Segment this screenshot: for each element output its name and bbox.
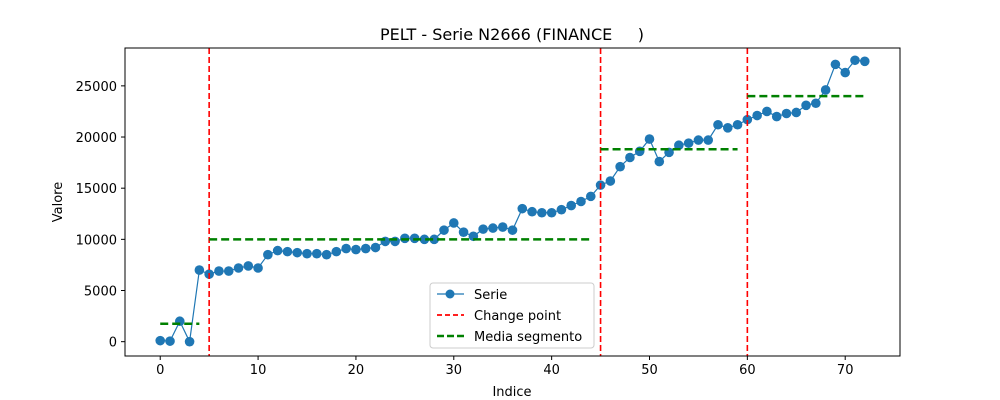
legend-change-point-label: Change point — [474, 309, 561, 324]
data-point — [214, 266, 224, 276]
legend-serie-label: Serie — [474, 288, 507, 303]
data-point — [752, 110, 762, 121]
data-point — [439, 225, 449, 235]
data-point — [703, 135, 714, 145]
x-tick-label: 70 — [837, 363, 854, 378]
y-axis-ticks: 0 5000 10000 15000 20000 25000 — [76, 80, 125, 351]
data-point — [801, 100, 811, 111]
data-point — [517, 203, 528, 214]
data-point — [762, 106, 772, 117]
axes-frame — [124, 47, 901, 357]
data-point — [184, 336, 195, 347]
y-tick-label: 0 — [109, 336, 117, 351]
data-point — [292, 247, 303, 258]
data-point — [243, 261, 254, 271]
data-point — [566, 200, 577, 211]
data-point — [556, 204, 567, 215]
x-tick-label: 0 — [156, 363, 164, 378]
data-point — [370, 242, 381, 253]
data-point — [644, 134, 655, 144]
data-point — [722, 123, 733, 133]
y-tick-label: 10000 — [76, 233, 117, 248]
data-point — [282, 246, 293, 257]
data-point — [830, 59, 841, 70]
data-point — [458, 227, 469, 237]
data-point — [713, 119, 723, 130]
data-point — [419, 234, 430, 245]
data-point — [615, 161, 625, 172]
x-tick-label: 30 — [446, 363, 463, 378]
x-tick-label: 60 — [739, 363, 756, 378]
data-point — [488, 223, 498, 233]
data-point — [272, 245, 283, 256]
data-point — [429, 234, 440, 245]
legend: Serie Change point Media segmento — [429, 282, 595, 349]
data-point — [507, 225, 518, 235]
x-tick-label: 20 — [348, 363, 365, 378]
data-point — [360, 243, 371, 254]
data-point — [351, 244, 361, 255]
data-point — [253, 263, 263, 273]
data-point — [674, 140, 684, 151]
data-point — [625, 152, 635, 163]
legend-box — [429, 282, 595, 349]
data-point — [263, 249, 273, 260]
data-point — [859, 56, 870, 67]
data-point — [497, 222, 508, 232]
data-point — [331, 246, 342, 257]
data-point — [605, 176, 616, 186]
data-point — [850, 55, 860, 66]
data-point — [537, 207, 547, 218]
data-point — [840, 67, 851, 78]
data-point — [820, 85, 831, 95]
x-axis-ticks: 0 10 20 30 40 50 60 70 — [156, 356, 853, 378]
data-point — [771, 111, 782, 122]
y-tick-label: 25000 — [76, 80, 117, 95]
data-point — [478, 224, 488, 234]
data-point — [683, 138, 694, 148]
data-point — [527, 206, 537, 217]
data-point — [311, 248, 322, 259]
data-point — [693, 135, 704, 145]
data-point — [732, 119, 743, 130]
data-point — [634, 146, 645, 157]
data-point — [448, 218, 459, 228]
data-point — [811, 98, 821, 109]
data-point — [194, 265, 205, 275]
data-point — [576, 196, 586, 207]
x-axis-label: Indice — [492, 385, 531, 400]
data-point — [546, 207, 557, 218]
x-tick-label: 10 — [250, 363, 267, 378]
data-point — [223, 266, 234, 276]
data-point — [390, 236, 400, 247]
y-tick-label: 20000 — [76, 131, 117, 146]
data-point — [791, 107, 802, 118]
data-point — [341, 243, 351, 254]
data-point — [380, 236, 391, 247]
data-point — [165, 336, 175, 346]
chart-title: PELT - Serie N2666 (FINANCE ) — [380, 25, 644, 44]
x-tick-label: 50 — [641, 363, 658, 378]
data-point — [321, 249, 332, 260]
data-point — [302, 248, 312, 259]
data-point — [155, 335, 166, 346]
data-point — [742, 114, 753, 125]
data-point — [781, 108, 792, 119]
y-axis-label: Valore — [51, 182, 66, 222]
plot-area — [155, 48, 870, 356]
data-point — [233, 263, 244, 273]
data-point — [654, 156, 665, 167]
y-tick-label: 15000 — [76, 182, 117, 197]
data-point — [585, 191, 596, 202]
legend-serie-marker — [445, 289, 455, 299]
x-tick-label: 40 — [543, 363, 560, 378]
legend-segment-mean-label: Media segmento — [474, 330, 582, 345]
y-tick-label: 5000 — [84, 285, 117, 300]
